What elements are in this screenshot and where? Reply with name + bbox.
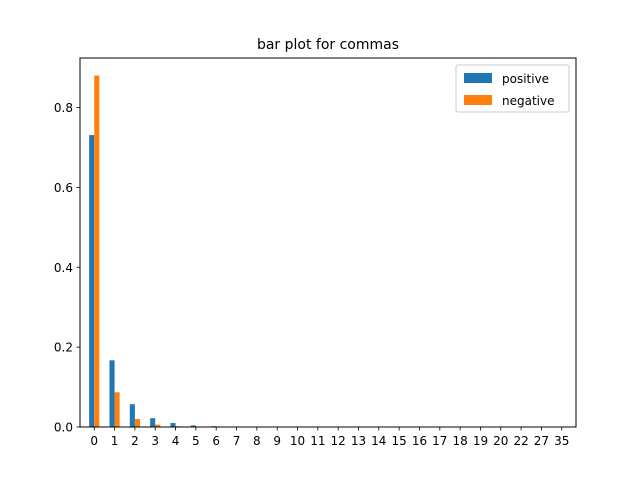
x-tick-label: 3	[151, 434, 159, 448]
x-axis: 0 1 2 3 4 5 6 7 8 9 10 11 12 13 14 15 16 17 18 19 20 22 27 35	[90, 427, 569, 448]
legend: positive negative	[455, 64, 570, 113]
x-tick-label: 6	[212, 434, 220, 448]
x-tick-label: 27	[534, 434, 549, 448]
y-tick-label: 0.4	[54, 261, 73, 275]
x-tick-label: 17	[432, 434, 447, 448]
x-tick-label: 35	[554, 434, 569, 448]
bar-positive-4	[170, 423, 176, 427]
bar-positive-0	[89, 135, 95, 427]
y-tick-label: 0.6	[54, 181, 73, 195]
bar-negative-3	[155, 424, 161, 427]
x-tick-label: 20	[493, 434, 508, 448]
x-tick-label: 18	[452, 434, 467, 448]
bar-negative-2	[134, 419, 140, 427]
legend-swatch-negative	[464, 95, 492, 105]
legend-swatch-positive	[464, 73, 492, 83]
legend-label-positive: positive	[502, 72, 549, 86]
plot-frame	[79, 57, 577, 428]
x-tick-label: 7	[233, 434, 241, 448]
x-tick-label: 22	[513, 434, 528, 448]
x-tick-label: 5	[192, 434, 200, 448]
bar-positive-1	[109, 360, 115, 427]
x-tick-label: 13	[351, 434, 366, 448]
y-tick-label: 0.0	[54, 421, 73, 435]
y-tick-label: 0.2	[54, 341, 73, 355]
x-tick-label: 0	[90, 434, 98, 448]
bar-negative-1	[114, 392, 120, 427]
x-tick-label: 14	[371, 434, 386, 448]
bar-positive-5	[190, 425, 196, 427]
bar-positive-2	[129, 404, 135, 427]
x-tick-label: 10	[290, 434, 305, 448]
chart-title: bar plot for commas	[257, 37, 399, 53]
x-tick-label: 1	[111, 434, 119, 448]
y-axis: 0.0 0.2 0.4 0.6 0.8	[54, 101, 80, 435]
y-tick-label: 0.8	[54, 101, 73, 115]
x-tick-label: 11	[310, 434, 325, 448]
x-tick-label: 4	[172, 434, 180, 448]
x-tick-label: 2	[131, 434, 139, 448]
x-tick-label: 9	[273, 434, 281, 448]
bar-negative-0	[94, 75, 100, 427]
x-tick-label: 8	[253, 434, 261, 448]
x-tick-label: 19	[473, 434, 488, 448]
legend-label-negative: negative	[502, 94, 554, 108]
x-tick-label: 16	[412, 434, 427, 448]
x-tick-label: 15	[392, 434, 407, 448]
x-tick-label: 12	[331, 434, 346, 448]
bar-positive-3	[150, 418, 156, 427]
